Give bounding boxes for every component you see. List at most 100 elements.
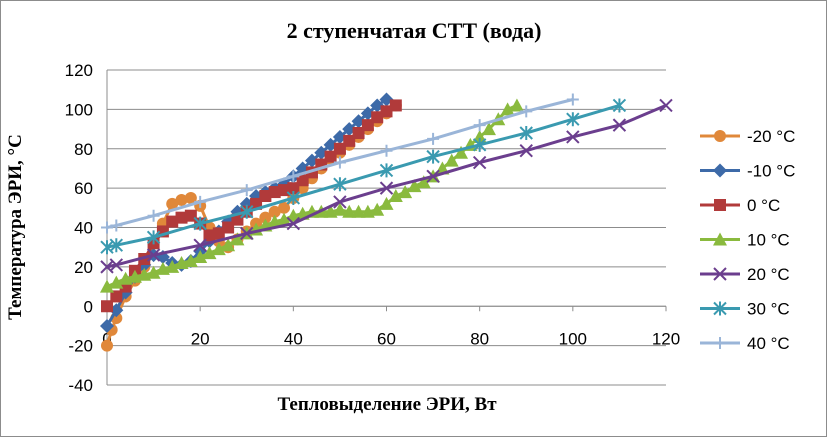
data-point-series-4: [472, 155, 487, 170]
data-point-series-5: [426, 149, 440, 164]
legend-item: -20 °С: [700, 127, 795, 146]
data-point-series-3: [454, 145, 469, 159]
series-2: [101, 99, 402, 313]
data-point-series-4: [193, 238, 207, 252]
data-point-series-3: [277, 212, 292, 226]
data-point-series-6: [333, 156, 346, 169]
data-point-series-3: [109, 275, 124, 289]
data-point-series-3: [416, 175, 431, 189]
y-tick-label: 120: [65, 61, 93, 80]
data-point-series-3: [379, 196, 394, 210]
data-point-series-3: [481, 122, 496, 136]
data-point-series-2: [231, 213, 244, 226]
data-point-series-3: [388, 189, 403, 202]
data-point-series-3: [342, 204, 357, 218]
data-point-series-0: [268, 205, 281, 218]
data-point-series-3: [472, 129, 487, 143]
x-axis-title: Тепловыделение ЭРИ, Вт: [277, 394, 497, 415]
data-point-series-5: [333, 177, 347, 192]
axes: -40 -20 0 20 40 60 80 100 120 0 20 40 60 80 100 120: [65, 61, 681, 395]
data-point-series-3: [202, 246, 217, 260]
x-tick-label: 40: [284, 329, 303, 348]
data-point-series-2: [352, 127, 365, 139]
data-point-series-6: [566, 93, 579, 106]
data-point-series-2: [101, 300, 113, 313]
data-point-series-2: [184, 209, 197, 222]
data-point-series-3: [211, 242, 226, 256]
y-tick-label: 80: [74, 140, 93, 159]
data-point-series-5: [146, 230, 161, 245]
y-tick-label: -20: [68, 337, 93, 356]
data-point-series-4: [286, 216, 301, 231]
data-point-series-3: [146, 265, 161, 279]
data-point-series-6: [110, 219, 123, 232]
data-point-series-6: [380, 144, 393, 157]
data-point-series-0: [101, 339, 113, 352]
x-tick-label: 0: [102, 329, 111, 348]
data-point-series-2: [371, 111, 384, 124]
data-point-series-5: [566, 112, 580, 127]
data-point-series-6: [520, 105, 533, 118]
y-tick-label: 20: [74, 258, 93, 277]
y-tick-label: 40: [74, 219, 93, 238]
data-point-series-6: [101, 221, 113, 234]
data-point-series-2: [380, 105, 393, 118]
x-tick-label: 80: [470, 329, 489, 348]
data-point-series-2: [175, 211, 188, 224]
y-tick-label: 0: [84, 297, 93, 316]
data-point-series-4: [659, 98, 673, 113]
data-point-series-3: [351, 204, 366, 218]
data-point-series-0: [166, 197, 179, 210]
legend-label: 10 °С: [747, 231, 790, 250]
legend-label: 20 °С: [747, 265, 790, 284]
data-point-series-6: [473, 119, 486, 132]
series-3: [100, 98, 524, 293]
legend-item: 30 °С: [700, 300, 790, 319]
legend-label: -10 °С: [747, 162, 795, 181]
data-point-series-1: [713, 163, 727, 178]
data-point-series-6: [714, 337, 726, 349]
data-point-series-2: [268, 186, 281, 199]
data-point-series-3: [500, 102, 515, 116]
y-tick-label: 60: [74, 179, 93, 198]
data-point-series-2: [212, 227, 225, 240]
data-point-series-3: [509, 98, 524, 112]
data-point-series-3: [100, 279, 114, 293]
series-layer: [100, 92, 673, 352]
data-point-series-1: [100, 318, 114, 333]
data-point-series-5: [109, 238, 124, 253]
data-point-series-4: [426, 169, 440, 184]
x-tick-label: 120: [652, 329, 680, 348]
data-point-series-3: [713, 232, 727, 246]
legend-item: 40 °С: [700, 334, 790, 353]
data-point-series-2: [287, 182, 300, 195]
data-point-series-4: [333, 195, 347, 209]
data-point-series-2: [343, 134, 356, 147]
data-point-series-5: [713, 301, 727, 316]
data-point-series-4: [566, 130, 580, 144]
data-point-series-2: [714, 199, 726, 211]
data-point-series-3: [370, 202, 385, 216]
legend-label: 30 °С: [747, 300, 790, 319]
legend-label: -20 °С: [747, 127, 795, 146]
data-point-series-3: [407, 179, 422, 193]
x-tick-label: 20: [191, 329, 210, 348]
data-point-series-3: [193, 250, 208, 264]
data-point-series-2: [203, 229, 216, 242]
legend-item: 0 °С: [700, 196, 780, 215]
y-tick-label: -40: [68, 376, 93, 395]
legend-item: 10 °С: [700, 231, 790, 250]
data-point-series-5: [379, 163, 394, 178]
data-point-series-5: [519, 126, 533, 140]
data-point-series-2: [259, 190, 272, 202]
y-tick-label: 100: [65, 100, 93, 119]
data-point-series-3: [230, 232, 245, 246]
data-point-series-3: [444, 153, 459, 167]
data-point-series-6: [240, 184, 253, 197]
data-point-series-5: [472, 137, 487, 152]
data-point-series-6: [147, 209, 160, 222]
data-point-series-2: [110, 290, 123, 303]
data-point-series-3: [398, 185, 413, 199]
data-point-series-5: [240, 204, 254, 219]
